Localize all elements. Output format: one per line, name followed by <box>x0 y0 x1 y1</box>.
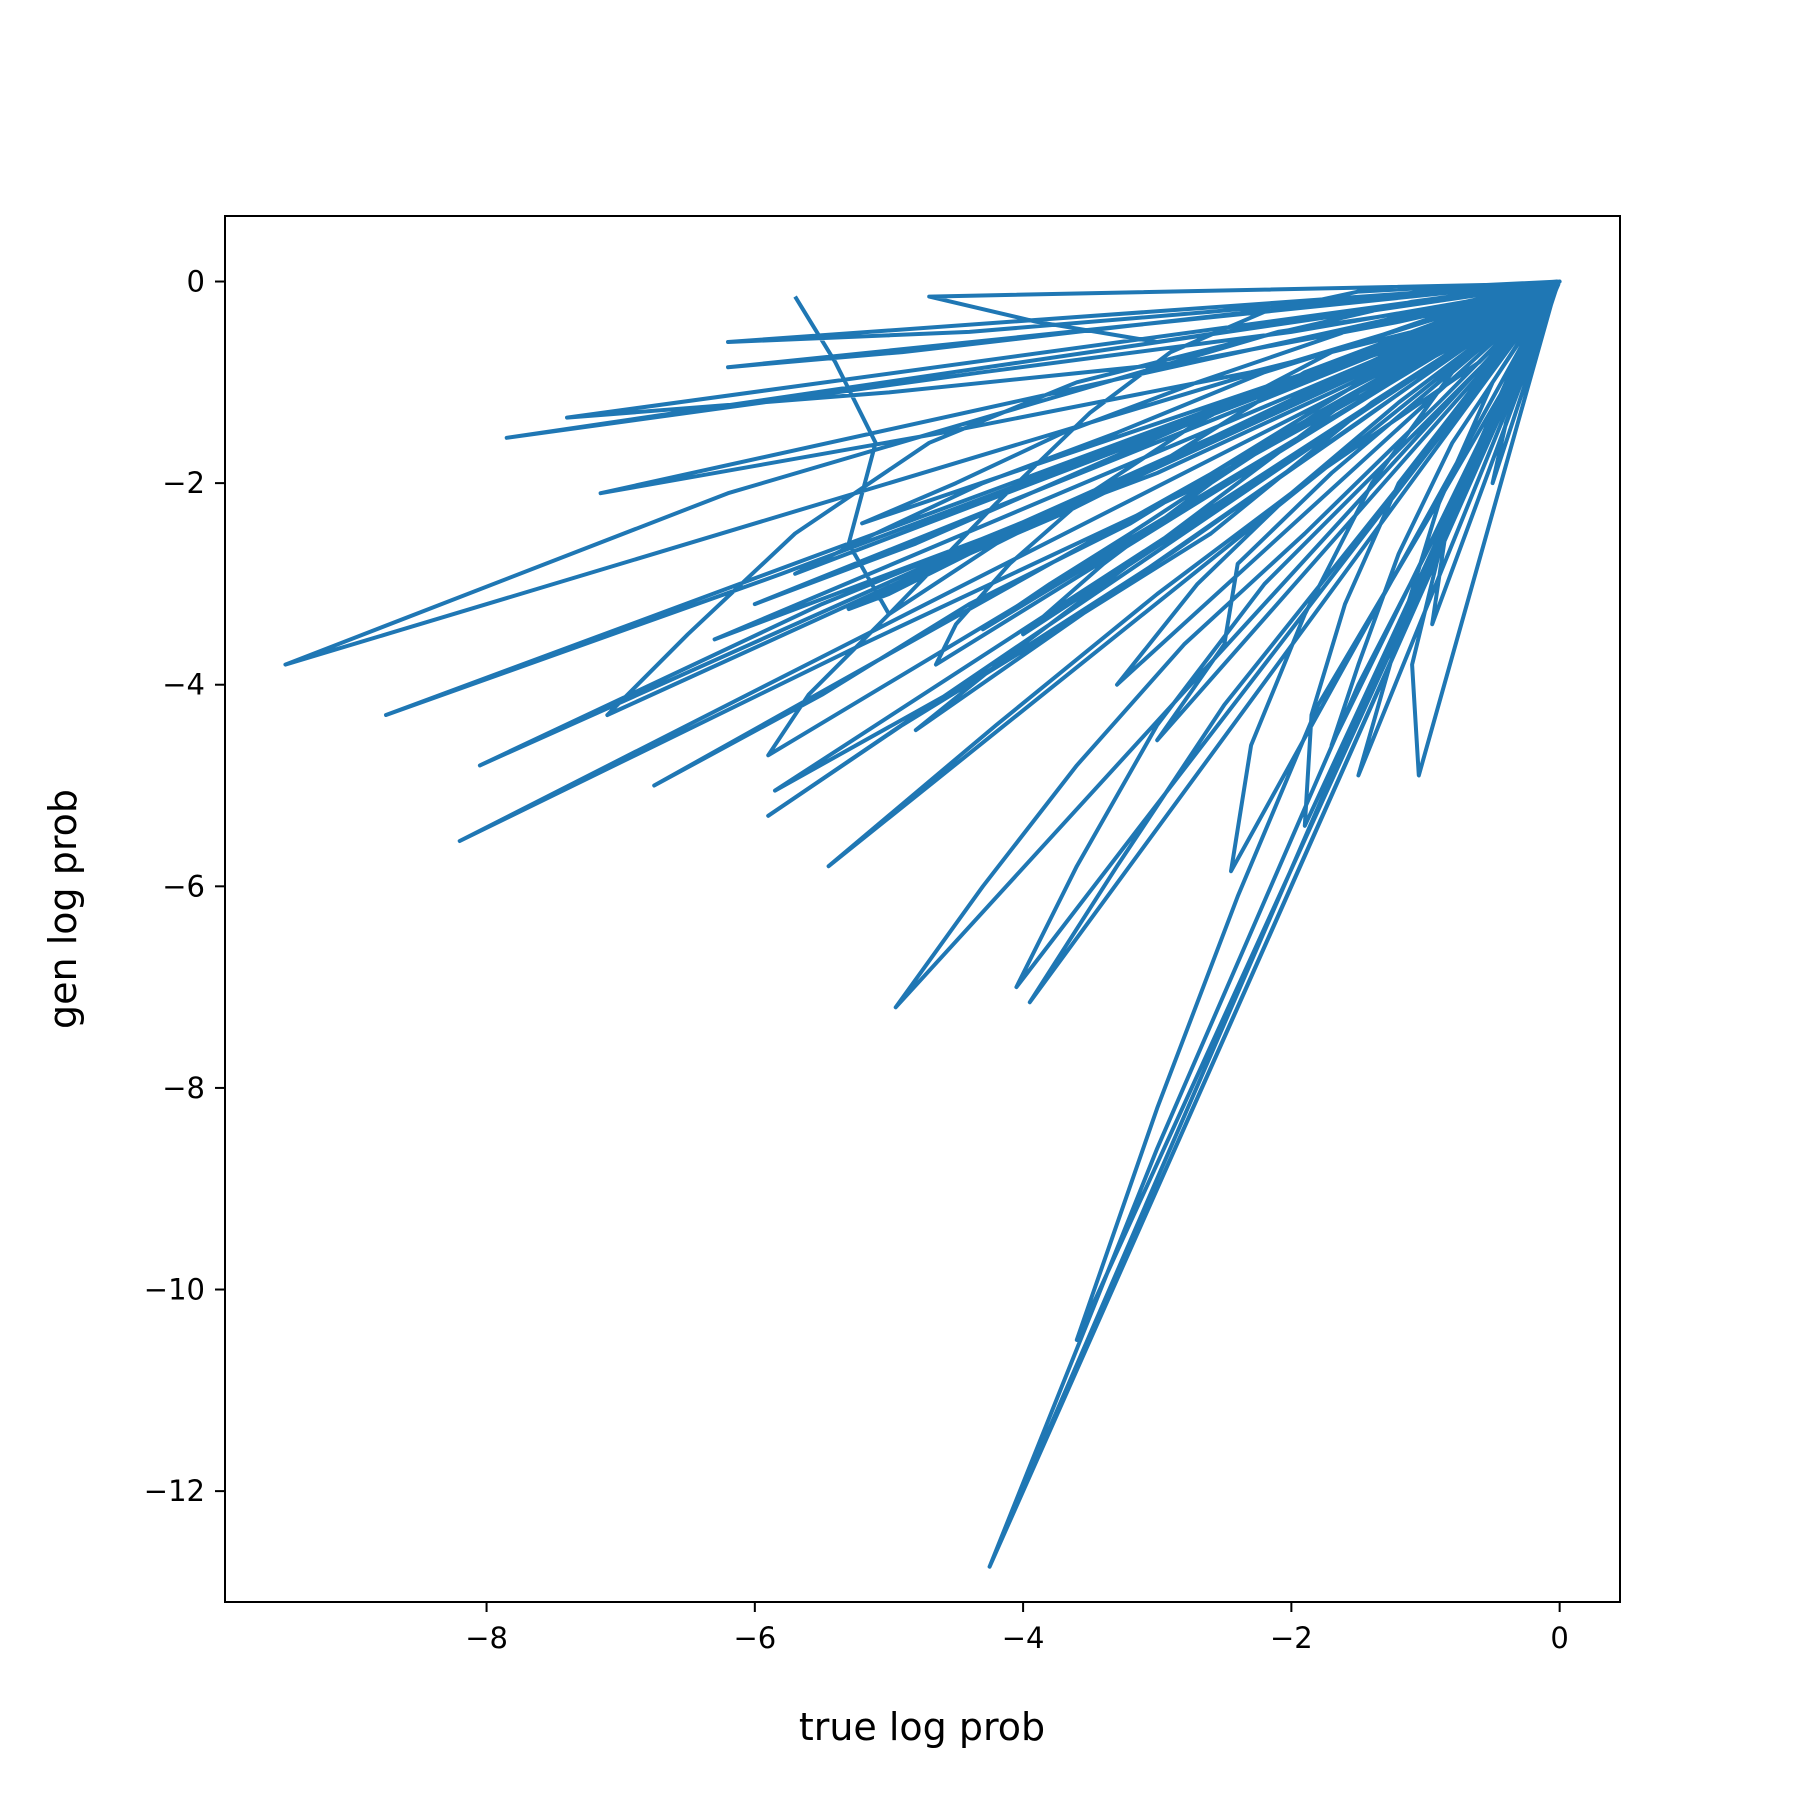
x-axis-ticks: −8 −6 −4 −2 0 <box>465 1602 1569 1655</box>
y-tick-label: −10 <box>144 1273 205 1307</box>
y-tick-label: −4 <box>162 668 205 702</box>
x-axis-label: true log prob <box>799 1705 1045 1749</box>
plot-frame <box>224 215 1621 1603</box>
x-tick-label: −8 <box>465 1621 508 1655</box>
x-tick-label: −2 <box>1270 1621 1313 1655</box>
x-tick-label: −6 <box>733 1621 776 1655</box>
y-tick-label: −6 <box>162 869 205 903</box>
y-tick-label: −8 <box>162 1071 205 1105</box>
series-line-0 <box>283 279 1562 1569</box>
y-tick-label: −2 <box>162 466 205 500</box>
x-tick-label: −4 <box>1002 1621 1045 1655</box>
plot-data-layer <box>283 279 1562 1569</box>
y-axis-ticks: 0 −2 −4 −6 −8 −10 −12 <box>144 265 225 1508</box>
y-tick-label: 0 <box>187 265 205 299</box>
x-tick-label: 0 <box>1550 1621 1568 1655</box>
y-tick-label: −12 <box>144 1474 205 1508</box>
y-axis-label: gen log prob <box>41 789 85 1029</box>
